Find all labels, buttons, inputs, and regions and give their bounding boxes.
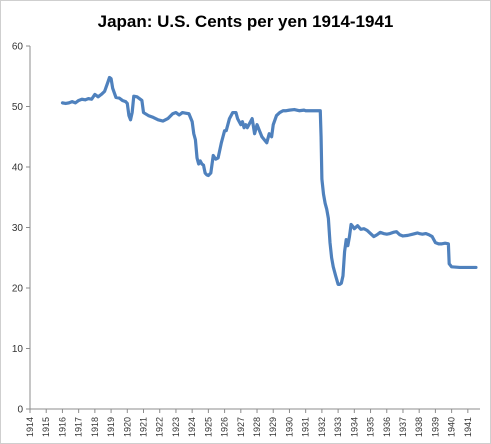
x-tick-label: 1933 [333,417,343,437]
x-tick-label: 1926 [220,417,230,437]
y-tick-label: 50 [12,102,24,113]
y-tick-label: 10 [12,344,24,355]
x-tick-label: 1920 [122,417,132,437]
y-tick-label: 60 [12,42,24,53]
x-tick-label: 1923 [171,417,181,437]
x-tick-label: 1914 [25,417,35,437]
x-tick-label: 1940 [447,417,457,437]
x-tick-label: 1929 [268,417,278,437]
x-tick-label: 1925 [203,417,213,437]
x-tick-label: 1921 [139,417,149,437]
y-tick-label: 20 [12,284,24,295]
x-tick-label: 1936 [382,417,392,437]
y-tick-label: 0 [17,405,23,416]
x-tick-label: 1924 [187,417,197,437]
x-tick-label: 1918 [90,417,100,437]
x-tick-label: 1928 [252,417,262,437]
x-tick-label: 1931 [301,417,311,437]
x-tick-label: 1935 [366,417,376,437]
x-tick-label: 1939 [430,417,440,437]
y-tick-label: 30 [12,223,24,234]
x-tick-label: 1941 [463,417,473,437]
y-tick-label: 40 [12,163,24,174]
x-tick-label: 1938 [414,417,424,437]
x-tick-label: 1922 [155,417,165,437]
series-line-0 [60,75,478,286]
x-tick-label: 1930 [284,417,294,437]
x-tick-label: 1915 [41,417,51,437]
x-tick-label: 1932 [317,417,327,437]
x-tick-label: 1919 [106,417,116,437]
x-tick-label: 1937 [398,417,408,437]
x-tick-label: 1934 [349,417,359,437]
x-tick-label: 1916 [57,417,67,437]
chart-title: Japan: U.S. Cents per yen 1914-1941 [97,12,394,31]
x-tick-label: 1927 [236,417,246,437]
x-tick-label: 1917 [74,417,84,437]
